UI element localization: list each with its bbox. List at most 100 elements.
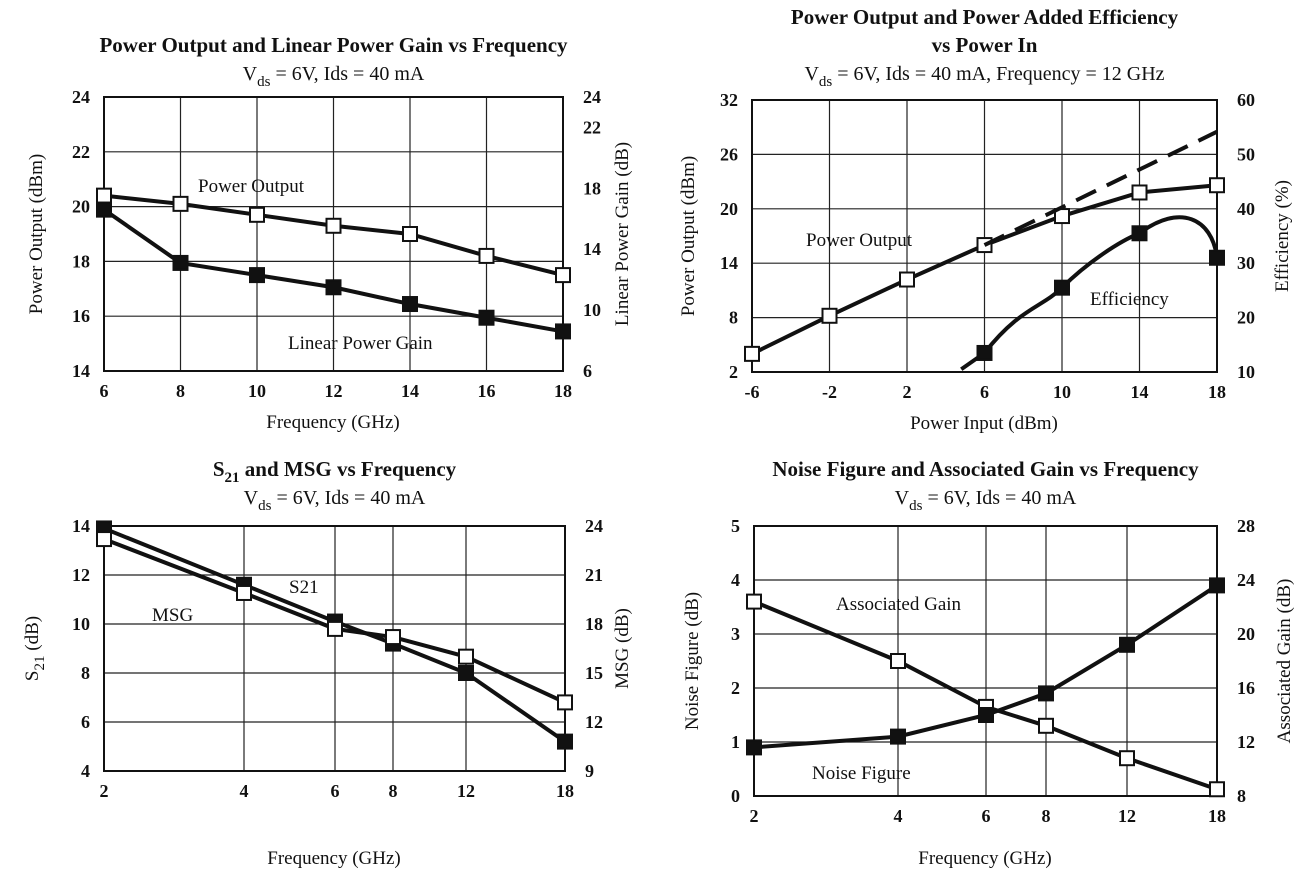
filled-square-marker	[976, 344, 993, 361]
filled-square-marker	[555, 323, 571, 340]
y-axis-label: Power Output (dBm)	[678, 156, 699, 316]
y2-tick-label: 8	[1237, 786, 1246, 806]
x-tick-label: 4	[240, 781, 249, 801]
open-square-marker	[1038, 717, 1054, 734]
chart-panel-2: Power Output and Power Added Efficiency v…	[678, 5, 1293, 434]
y-tick-label: 1	[731, 732, 740, 752]
y2-tick-label: 15	[585, 663, 603, 683]
y2-tick-label: 18	[585, 614, 603, 634]
filled-square-marker	[1131, 225, 1148, 242]
x-tick-label: 8	[389, 781, 398, 801]
y2-tick-label: 50	[1237, 144, 1255, 164]
x-tick-label: 10	[1053, 382, 1071, 402]
x-tick-label: 8	[1042, 806, 1051, 826]
series-reference-line	[983, 129, 1218, 247]
x-tick-label: 2	[750, 806, 759, 826]
y-tick-label: 4	[731, 570, 740, 590]
plot-frame	[103, 96, 564, 372]
y-tick-label: 5	[731, 516, 740, 536]
x-tick-label: 12	[1118, 806, 1136, 826]
open-square-marker	[385, 629, 401, 646]
x-tick-label: 8	[176, 381, 185, 401]
y2-tick-label: 10	[583, 300, 601, 320]
open-square-marker	[1119, 750, 1135, 767]
open-square-marker	[744, 345, 760, 362]
series-annotation: Linear Power Gain	[288, 333, 433, 354]
y-tick-label: 4	[81, 761, 90, 781]
series-line	[960, 215, 1219, 371]
series-annotation: Power Output	[198, 176, 305, 197]
y-tick-label: 3	[731, 624, 740, 644]
x-tick-label: 6	[331, 781, 340, 801]
y-tick-label: 16	[72, 306, 90, 326]
filled-square-marker	[1054, 279, 1070, 296]
open-square-marker	[899, 271, 915, 288]
y-tick-label: 14	[72, 361, 90, 381]
y-tick-label: 18	[72, 251, 90, 271]
open-square-marker	[557, 694, 573, 711]
y2-tick-label: 9	[585, 761, 594, 781]
chart-title: S21 and MSG vs Frequency	[213, 457, 457, 486]
y2-tick-label: 28	[1237, 516, 1255, 536]
open-square-marker	[96, 187, 112, 204]
y-tick-label: 10	[72, 614, 90, 634]
y-axis-label: S21 (dB)	[22, 616, 48, 681]
y2-axis-label: Efficiency (%)	[1272, 180, 1293, 292]
filled-square-marker	[1119, 636, 1135, 653]
y2-axis-label: MSG (dB)	[612, 608, 633, 689]
open-square-marker	[1131, 184, 1148, 201]
x-tick-label: 18	[556, 781, 574, 801]
series-line	[753, 583, 1219, 750]
x-tick-label: 12	[457, 781, 475, 801]
open-square-marker	[236, 584, 252, 601]
x-tick-label: -6	[745, 382, 760, 402]
series-msg: MSG	[96, 531, 573, 711]
open-square-marker	[325, 217, 342, 234]
open-square-marker	[402, 226, 418, 242]
y-tick-label: 22	[72, 142, 90, 162]
x-tick-label: 6	[100, 381, 109, 401]
x-axis-label: Frequency (GHz)	[267, 848, 400, 869]
filled-square-marker	[478, 309, 495, 326]
x-tick-label: 2	[903, 382, 912, 402]
y2-tick-label: 16	[1237, 678, 1255, 698]
filled-square-marker	[325, 279, 342, 296]
open-square-marker	[1209, 781, 1225, 798]
y2-tick-label: 24	[1237, 570, 1255, 590]
open-square-marker	[172, 195, 189, 212]
filled-square-marker	[1209, 577, 1225, 594]
y-tick-label: 14	[720, 253, 738, 273]
series-annotation: MSG	[152, 605, 193, 626]
dashed-reference-line	[983, 129, 1218, 247]
series-annotation: Associated Gain	[836, 594, 962, 615]
open-square-marker	[458, 648, 474, 665]
y2-tick-label: 24	[585, 516, 603, 536]
y2-tick-label: 20	[1237, 624, 1255, 644]
open-square-marker	[746, 593, 762, 610]
x-tick-label: -2	[822, 382, 837, 402]
y-tick-label: 0	[731, 786, 740, 806]
y2-tick-label: 18	[583, 178, 601, 198]
filled-square-marker	[458, 665, 474, 681]
plot-frame	[751, 99, 1218, 373]
open-square-marker	[555, 267, 571, 284]
x-tick-label: 14	[401, 381, 419, 401]
plot-frame	[753, 525, 1218, 797]
y2-tick-label: 12	[1237, 732, 1255, 752]
series-efficiency: Efficiency	[960, 215, 1225, 371]
filled-square-marker	[557, 733, 573, 750]
y2-tick-label: 20	[1237, 308, 1255, 328]
filled-square-marker	[746, 739, 762, 756]
plot-frame	[103, 525, 566, 772]
filled-square-marker	[96, 201, 112, 218]
y2-tick-label: 12	[585, 712, 603, 732]
y2-tick-label: 21	[585, 565, 603, 585]
y-axis-label: Power Output (dBm)	[26, 154, 47, 314]
y-axis-label: Noise Figure (dB)	[682, 592, 703, 730]
chart-panel-1: Power Output and Linear Power Gain vs Fr…	[26, 33, 633, 433]
y-tick-label: 2	[731, 678, 740, 698]
series-line	[753, 599, 1218, 792]
y2-axis-label: Associated Gain (dB)	[1274, 579, 1295, 744]
